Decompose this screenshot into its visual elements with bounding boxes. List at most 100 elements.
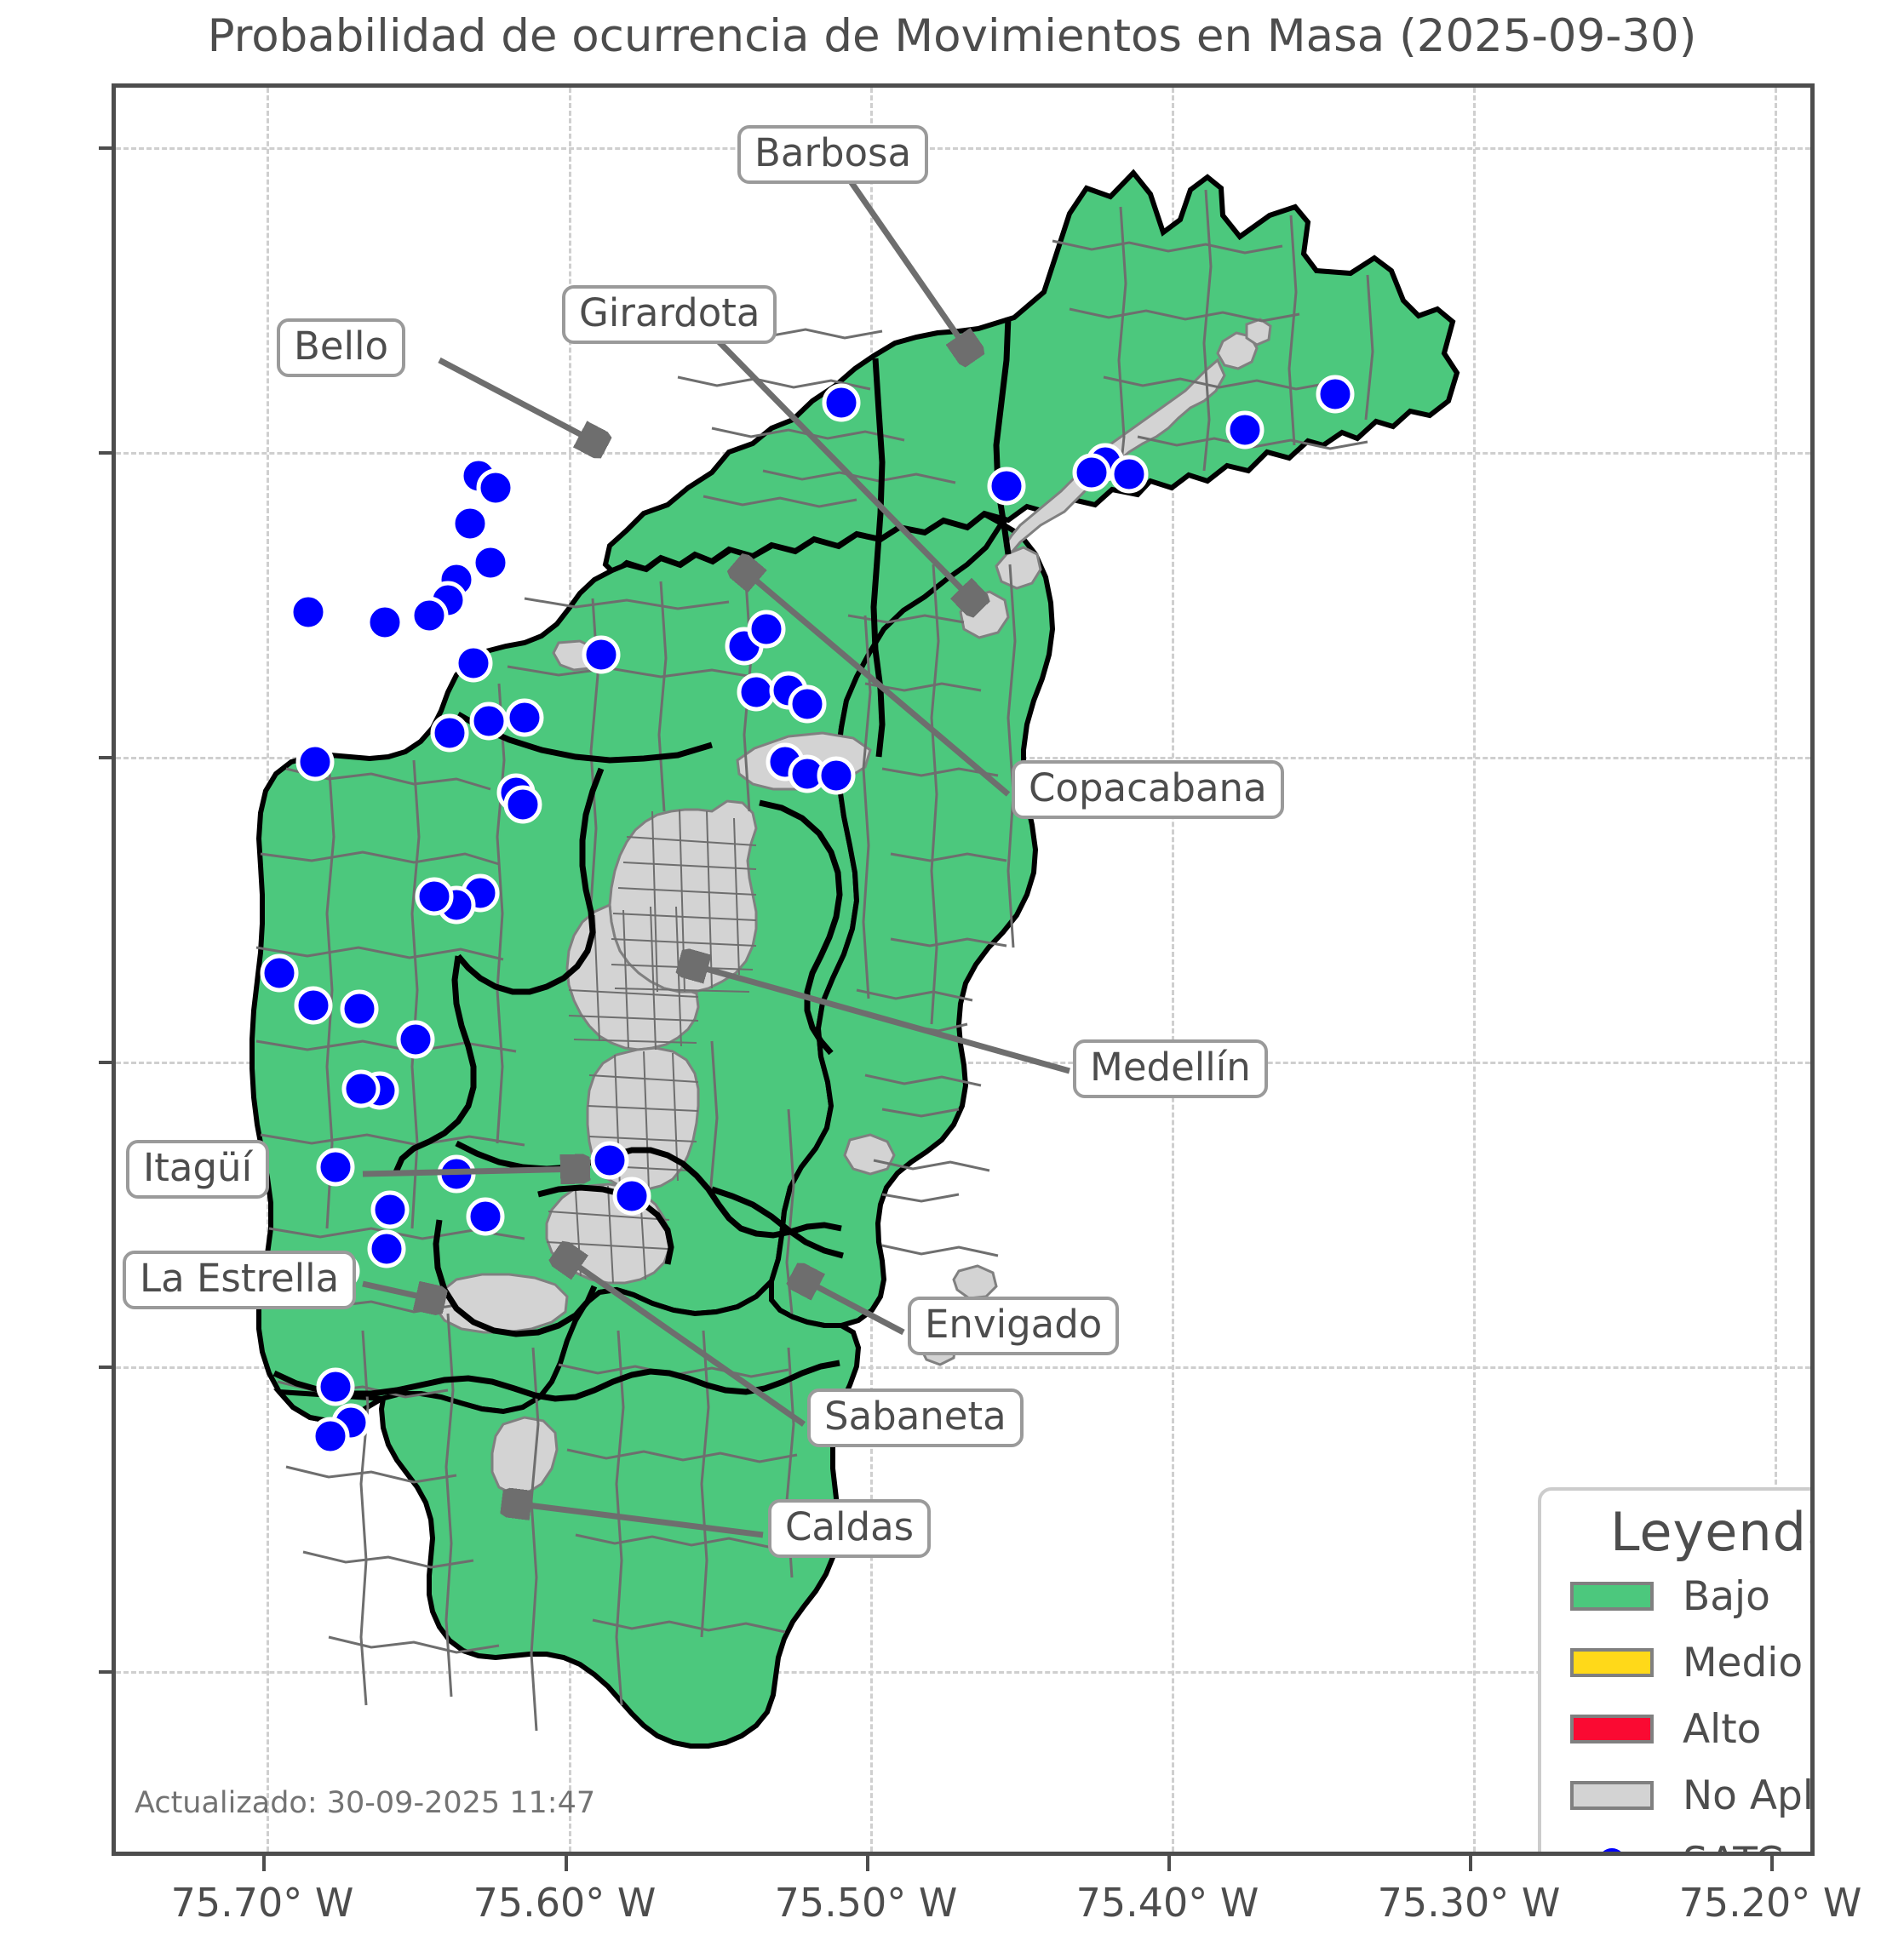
annotation-envigado[interactable]: Envigado: [908, 1297, 1120, 1355]
leader-barbosa: [842, 171, 972, 356]
satc-point: [1316, 375, 1355, 414]
satc-point: [1225, 410, 1265, 449]
annotation-copacabana[interactable]: Copacabana: [1012, 760, 1284, 819]
legend-swatch-alto: [1570, 1715, 1654, 1743]
map-geometry: [249, 169, 1460, 1749]
legend-label-bajo: Bajo: [1683, 1572, 1770, 1620]
annotation-la-estrella[interactable]: La Estrella: [123, 1251, 357, 1309]
satc-point: [311, 1417, 350, 1456]
satc-point: [747, 610, 786, 649]
satc-point: [505, 698, 544, 737]
x-tick-mark: [1770, 1856, 1774, 1871]
satc-point: [817, 756, 856, 795]
satc-point: [476, 468, 515, 507]
satc-point: [365, 603, 404, 642]
legend-item-no-aplica[interactable]: No Aplica: [1541, 1762, 1814, 1829]
legend-item-alto[interactable]: Alto: [1541, 1696, 1810, 1762]
annotation-itagui[interactable]: Itagüí: [126, 1140, 270, 1199]
satc-point: [370, 1190, 410, 1229]
annotation-bello[interactable]: Bello: [277, 318, 406, 377]
leader-medellin: [685, 963, 1070, 1074]
x-tick-label: 75.20° W: [1678, 1880, 1862, 1926]
satc-point: [822, 383, 861, 422]
satc-point: [341, 1069, 381, 1108]
legend-swatch-bajo: [1570, 1582, 1654, 1611]
x-tick-mark: [565, 1856, 568, 1871]
gridline-horizontal: [116, 147, 1810, 150]
legend-item-satc[interactable]: SATC: [1541, 1829, 1810, 1852]
annotation-caldas[interactable]: Caldas: [768, 1499, 932, 1558]
legend-swatch-medio: [1570, 1648, 1654, 1677]
legend-item-medio[interactable]: Medio: [1541, 1629, 1810, 1696]
leader-sabaneta: [560, 1254, 806, 1427]
gridline-vertical: [1473, 88, 1476, 1852]
satc-point: [260, 953, 299, 993]
polygon-bajo-northeast: [602, 169, 1460, 577]
y-tick-mark: [99, 1366, 114, 1369]
legend-label-satc: SATC: [1683, 1839, 1783, 1852]
satc-point: [316, 1367, 355, 1406]
satc-point: [450, 504, 490, 543]
satc-point: [590, 1141, 629, 1180]
leader-caldas: [508, 1503, 764, 1538]
map-plot-area[interactable]: Barbosa Girardota Bello Copacabana Medel…: [112, 83, 1815, 1856]
x-tick-mark: [866, 1856, 869, 1871]
satc-point: [1110, 455, 1149, 494]
x-tick-mark: [262, 1856, 266, 1871]
satc-point: [340, 989, 379, 1028]
satc-point: [737, 673, 776, 712]
x-tick-mark: [1167, 1856, 1171, 1871]
annotation-barbosa[interactable]: Barbosa: [737, 125, 929, 184]
polygon-noaplica-girardota-urban: [995, 546, 1042, 590]
legend[interactable]: Leyenda Bajo Medio Alto No Aplica: [1538, 1487, 1814, 1852]
satc-point: [466, 1197, 505, 1236]
legend-label-alto: Alto: [1683, 1705, 1762, 1753]
polygon-bajo-envigado: [769, 519, 1056, 1328]
y-tick-mark: [99, 146, 114, 150]
polygon-noaplica-barbosa-2: [1245, 318, 1272, 346]
annotation-sabaneta[interactable]: Sabaneta: [807, 1388, 1024, 1447]
satc-point: [294, 986, 333, 1025]
legend-label-no-aplica: No Aplica: [1683, 1772, 1814, 1819]
y-tick-mark: [99, 451, 114, 455]
polygon-noaplica-barbosa: [1216, 331, 1259, 370]
gridline-vertical: [1172, 88, 1174, 1852]
y-tick-mark: [99, 1670, 114, 1674]
satc-point: [469, 701, 508, 741]
satc-point: [316, 1148, 355, 1187]
satc-point: [1072, 453, 1111, 492]
leader-la-estrella: [362, 1280, 439, 1301]
annotation-medellin[interactable]: Medellín: [1073, 1039, 1268, 1098]
satc-point: [612, 1177, 651, 1216]
polygon-noaplica-patch-east-2: [952, 1264, 998, 1300]
polygon-noaplica-patch-east-1: [843, 1133, 896, 1176]
updated-timestamp: Actualizado: 30-09-2025 11:47: [135, 1786, 596, 1820]
gridline-vertical: [1775, 88, 1777, 1852]
x-tick-label: 75.50° W: [774, 1880, 958, 1926]
gridline-horizontal: [116, 1671, 1810, 1674]
satc-point: [582, 635, 621, 674]
satc-point: [454, 644, 493, 683]
satc-point: [410, 596, 449, 635]
legend-dot-wrap: [1570, 1847, 1654, 1852]
legend-title: Leyenda: [1609, 1501, 1810, 1563]
annotation-leader-lines: [362, 171, 1070, 1538]
satc-point: [987, 467, 1026, 506]
legend-item-bajo[interactable]: Bajo: [1541, 1563, 1810, 1629]
y-tick-mark: [99, 1061, 114, 1064]
x-tick-mark: [1469, 1856, 1472, 1871]
satc-point: [367, 1229, 406, 1268]
satc-dot-icon: [1598, 1848, 1626, 1852]
satc-point: [415, 877, 454, 916]
leader-copacabana: [739, 566, 1011, 797]
y-tick-mark: [99, 756, 114, 759]
legend-label-medio: Medio: [1683, 1639, 1804, 1686]
leader-itagui: [362, 1169, 584, 1174]
x-tick-label: 75.30° W: [1377, 1880, 1561, 1926]
leader-bello: [438, 357, 601, 445]
satc-point: [396, 1020, 435, 1059]
satc-point: [289, 593, 328, 632]
annotation-girardota[interactable]: Girardota: [562, 285, 777, 344]
leader-envigado: [797, 1276, 905, 1336]
